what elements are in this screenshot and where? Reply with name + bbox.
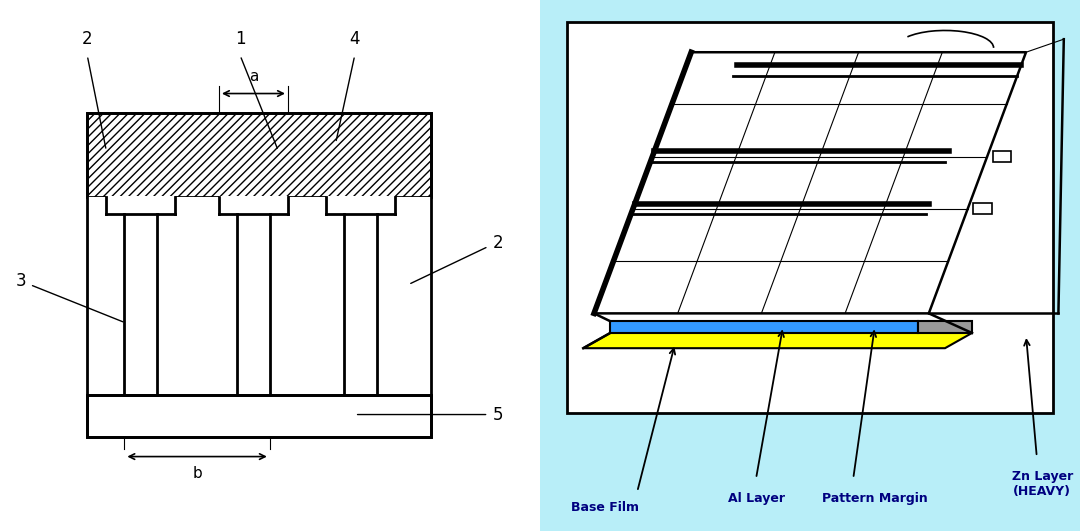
Bar bbox=[326, 196, 395, 214]
Text: Pattern Margin: Pattern Margin bbox=[822, 492, 928, 505]
Bar bbox=[567, 22, 1053, 414]
Bar bbox=[106, 196, 175, 214]
Bar bbox=[219, 196, 288, 214]
Bar bbox=[345, 214, 377, 396]
Text: b: b bbox=[192, 466, 202, 481]
Text: Al Layer: Al Layer bbox=[728, 492, 784, 505]
Bar bbox=[87, 396, 431, 438]
Text: 5: 5 bbox=[492, 406, 503, 424]
Bar bbox=[973, 203, 991, 214]
Bar bbox=[87, 196, 431, 396]
Text: 2: 2 bbox=[492, 234, 503, 252]
Bar bbox=[124, 214, 157, 396]
Text: 3: 3 bbox=[15, 272, 26, 290]
Bar bbox=[87, 113, 431, 438]
Text: 4: 4 bbox=[350, 30, 360, 48]
Text: Base Film: Base Film bbox=[571, 501, 638, 513]
Polygon shape bbox=[610, 321, 918, 333]
Text: Zn Layer
(HEAVY): Zn Layer (HEAVY) bbox=[1012, 470, 1072, 498]
Bar bbox=[87, 113, 431, 196]
Text: 1: 1 bbox=[234, 30, 245, 48]
Text: 2: 2 bbox=[82, 30, 93, 48]
Polygon shape bbox=[583, 333, 972, 348]
Bar bbox=[238, 214, 270, 396]
Bar bbox=[993, 151, 1011, 162]
Text: a: a bbox=[248, 69, 258, 84]
Polygon shape bbox=[918, 321, 972, 333]
